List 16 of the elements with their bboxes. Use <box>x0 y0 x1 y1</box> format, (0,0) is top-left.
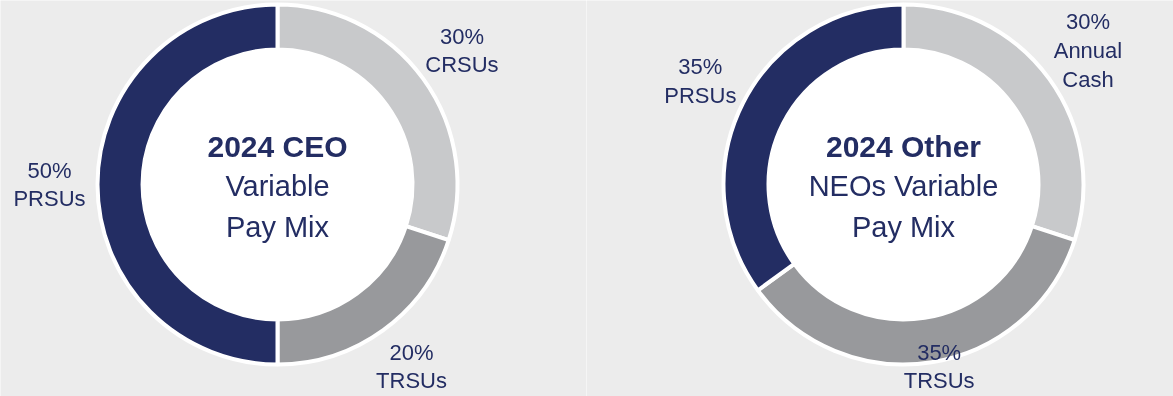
data-label: 35% <box>917 339 962 365</box>
data-label: 20% <box>389 339 434 365</box>
text: Variable Pay Mix <box>225 169 330 244</box>
slice-label: CRSUs <box>425 52 499 78</box>
text: NEOs Variable Pay Mix <box>808 169 999 244</box>
data-label: 35% <box>678 54 723 80</box>
data-label: 30% <box>1065 9 1110 35</box>
slice-label: PRSUs <box>13 186 86 212</box>
slice-label: PRSUs <box>664 82 737 108</box>
text: 2024 CEO <box>207 130 348 163</box>
slice-label: TRSUs <box>376 368 447 394</box>
data-label: 30% <box>439 23 484 49</box>
text: 2024 Other <box>825 130 982 163</box>
data-label: 50% <box>27 157 72 183</box>
slice-label: TRSUs <box>903 368 975 394</box>
slice-label: Annual Cash <box>1053 37 1123 92</box>
